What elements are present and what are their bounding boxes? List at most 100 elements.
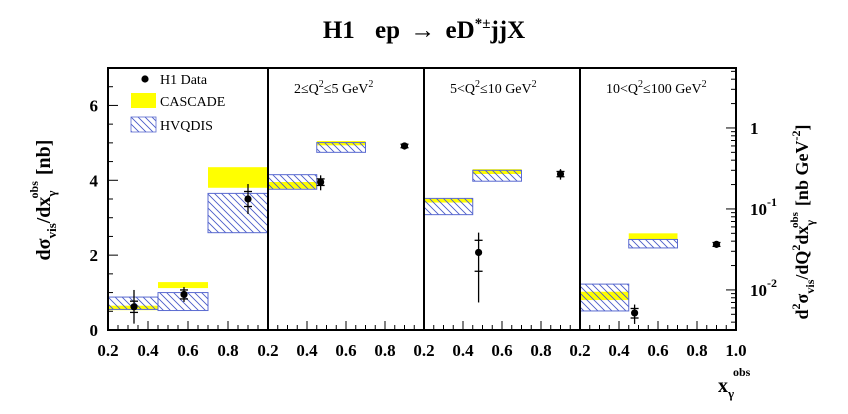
panel-label-sup: 2 <box>319 79 324 90</box>
y-tick-label-right: 10-1 <box>750 195 777 219</box>
ylabel-right-unit-exp: -2 <box>789 131 803 141</box>
ylabel-right-sup-obs: obs <box>789 211 801 228</box>
xlabel-sub: γ <box>727 386 734 401</box>
ylabel-left-unit: [nb] <box>33 140 55 176</box>
hvqdis-band <box>267 174 318 190</box>
y-tick-label-left: 2 <box>90 246 99 265</box>
legend-swatch-hvqdis <box>130 116 157 133</box>
legend-label-cascade: CASCADE <box>160 95 225 110</box>
x-axis-label: xγ <box>718 375 734 401</box>
panel-label-sup: 2 <box>638 79 643 90</box>
ylabel-left-sub-vis: vis <box>44 223 59 238</box>
chart-title: H1 ep → eD*±jjX <box>323 16 525 44</box>
legend-marker-data <box>141 75 149 83</box>
xlabel-main: x <box>718 375 728 397</box>
panel-label-mid: ≤100 GeV <box>643 82 702 97</box>
x-tick-label: 0.8 <box>374 341 395 360</box>
data-point <box>712 240 721 248</box>
cascade-band <box>628 233 678 240</box>
y-axis-label-right: d2σvis/dQ2dxγobs[nb GeV-2] <box>789 125 817 320</box>
panel-label: 5<Q2≤10 GeV2 <box>450 79 537 97</box>
title-final-tail: jjX <box>489 17 525 44</box>
y-tick-label-right: 1 <box>750 119 759 138</box>
y-tick-label-left: 6 <box>90 96 99 115</box>
title-arrow: → <box>410 17 435 44</box>
x-tick-label: 0.4 <box>452 341 474 360</box>
x-tick-label: 0.6 <box>647 341 668 360</box>
legend-label-hvqdis: HVQDIS <box>160 119 213 134</box>
panel-integrated: 0.2 0.4 0.6 0.8 0 2 4 6 <box>90 67 269 360</box>
panel-label-sup: 2 <box>368 79 373 90</box>
y-tick-exp: -2 <box>767 276 777 290</box>
x-tick-label: 0.8 <box>217 341 238 360</box>
x-tick-label: 0.6 <box>177 341 198 360</box>
data-point <box>556 170 565 178</box>
ylabel-right-d: d <box>792 309 812 319</box>
panel-label-sup: 2 <box>475 79 480 90</box>
x-tick-label: 0.8 <box>530 341 551 360</box>
panel-label-lead: 2≤Q <box>294 82 319 97</box>
hvqdis-band <box>316 142 366 153</box>
x-tick-label: 0.4 <box>296 341 318 360</box>
panel-q2-2-5: 0.2 0.4 0.6 0.82≤Q2≤5 GeV2 <box>257 67 425 360</box>
legend: H1 Data CASCADE HVQDIS <box>130 73 225 134</box>
data-point <box>631 309 639 317</box>
x-tick-label: 0.2 <box>97 341 118 360</box>
legend-swatch-cascade <box>131 93 156 108</box>
ylabel-right-sigma: σ <box>792 293 812 303</box>
data-point <box>317 178 325 186</box>
hvqdis-band <box>579 283 630 312</box>
data-point <box>400 142 409 150</box>
ylabel-right-sup2a: 2 <box>789 303 803 309</box>
ylabel-left-sub-gamma: γ <box>44 190 59 197</box>
y-tick-label-left: 4 <box>90 171 99 190</box>
ylabel-left-sup-obs: obs <box>27 181 41 199</box>
y-tick-base: 10 <box>750 281 767 300</box>
y-tick-base: 10 <box>750 200 767 219</box>
hvqdis-band <box>207 192 269 234</box>
ylabel-right-unit-close: ] <box>792 125 812 131</box>
data-point <box>475 248 483 257</box>
x-tick-label: 0.6 <box>335 341 356 360</box>
panel-label: 10<Q2≤100 GeV2 <box>606 79 707 97</box>
data-point <box>180 290 188 299</box>
legend-label-data: H1 Data <box>160 73 208 88</box>
title-final-lead: eD <box>446 17 475 44</box>
x-tick-label: 0.4 <box>608 341 630 360</box>
ylabel-right-dx: dx <box>792 226 812 245</box>
hvqdis-band <box>472 169 522 182</box>
panel-label-sup: 2 <box>532 79 537 90</box>
y-tick-label-left: 0 <box>90 321 99 340</box>
x-tick-label: 0.2 <box>569 341 590 360</box>
ylabel-right-sub-vis: vis <box>803 279 817 293</box>
ylabel-left-d: d <box>33 249 55 260</box>
y-tick-label-right: 10-2 <box>750 276 777 300</box>
hvqdis-band <box>628 238 678 249</box>
data-point <box>244 195 252 203</box>
panel-label-lead: 5<Q <box>450 82 475 97</box>
ylabel-right-sub-gamma: γ <box>803 220 817 227</box>
data-point <box>130 303 138 311</box>
title-final-sup: *± <box>475 16 491 32</box>
cascade-band <box>208 167 268 188</box>
cascade-band <box>158 282 208 289</box>
x-tick-label: 1.0 <box>725 341 746 360</box>
y-tick-exp: -1 <box>767 195 777 209</box>
ylabel-left-sigma: σ <box>33 238 55 249</box>
ylabel-left-slash-dx: /dx <box>33 197 55 225</box>
x-tick-label: 0.4 <box>137 341 159 360</box>
y-tick-base: 1 <box>750 119 759 138</box>
panel-label-mid: ≤10 GeV <box>480 82 532 97</box>
x-tick-label: 0.8 <box>686 341 707 360</box>
y-axis-label-left: dσvis/dxγobs [nb] <box>27 140 59 261</box>
x-tick-label: 0.2 <box>413 341 434 360</box>
panel-frame <box>267 67 425 331</box>
ylabel-right-sup2b: 2 <box>789 245 803 251</box>
title-experiment: H1 <box>323 17 355 44</box>
ylabel-right-unit: [nb GeV <box>792 141 812 207</box>
panel-label-mid: ≤5 GeV <box>324 82 369 97</box>
panel-q2-5-10: 0.2 0.4 0.6 0.85<Q2≤10 GeV2 <box>413 67 581 360</box>
ylabel-right-slash-dq: /dQ <box>792 251 812 281</box>
